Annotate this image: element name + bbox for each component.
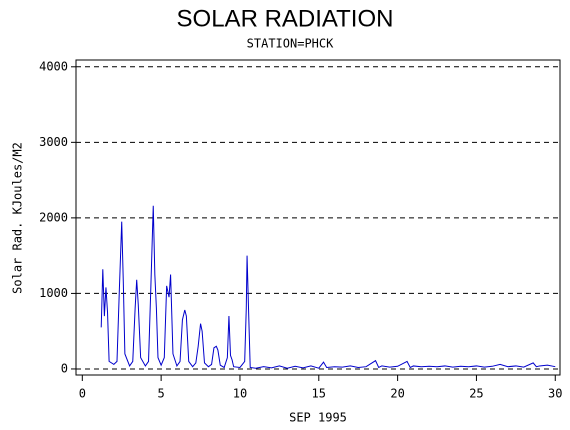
chart-subtitle: STATION=PHCK (247, 37, 334, 51)
y-tick-label: 1000 (39, 286, 68, 300)
x-tick-label: 5 (158, 387, 165, 401)
x-tick-label: 30 (548, 387, 562, 401)
y-tick-label: 3000 (39, 135, 68, 149)
y-tick-label: 4000 (39, 59, 68, 73)
x-axis-label: SEP 1995 (289, 411, 347, 425)
data-line (100, 205, 556, 369)
y-tick-label: 2000 (39, 210, 68, 224)
x-tick-label: 25 (469, 387, 483, 401)
y-tick-label: 0 (61, 361, 68, 375)
x-tick-label: 0 (79, 387, 86, 401)
x-tick-label: 15 (312, 387, 326, 401)
x-tick-label: 20 (390, 387, 404, 401)
chart-title: SOLAR RADIATION (177, 5, 394, 32)
x-tick-label: 10 (233, 387, 247, 401)
y-axis-label: Solar Rad. KJoules/M2 (11, 142, 25, 294)
